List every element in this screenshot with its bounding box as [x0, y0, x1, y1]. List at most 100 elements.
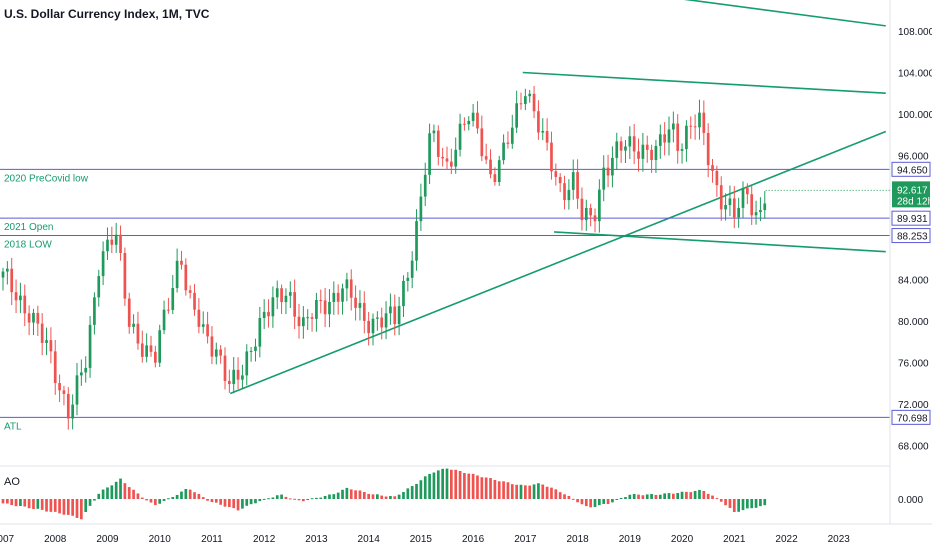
ao-bar [524, 485, 527, 499]
ao-bar [275, 495, 279, 499]
ao-bar [106, 487, 109, 499]
candle-body [645, 144, 649, 150]
candle-body [236, 369, 240, 380]
x-tick-label: 2007 [0, 534, 15, 545]
ao-bar [297, 499, 301, 501]
candle-body [10, 268, 14, 293]
candle-body [432, 130, 436, 134]
ao-bar [249, 499, 253, 505]
candle-body [502, 142, 505, 161]
candle-body [197, 309, 201, 327]
ao-bar [476, 475, 479, 499]
candle-body [598, 189, 601, 222]
ao-bar [641, 495, 645, 499]
ao-bar [759, 499, 762, 507]
candle-body [624, 146, 627, 151]
candle-body [528, 93, 532, 97]
candle-body [110, 239, 114, 245]
candle-body [349, 279, 353, 298]
candle-body [545, 130, 549, 143]
ao-bar [672, 493, 675, 499]
ao-bar [214, 499, 218, 503]
x-tick-label: 2022 [775, 534, 798, 545]
candle-body [293, 292, 296, 317]
time-axis[interactable]: 2007 2008 2009 2010 2011 2012 2013 2014 2015 2016… [0, 534, 850, 545]
ao-bar [332, 494, 336, 499]
ao-bar [210, 499, 214, 503]
candle-body [258, 317, 262, 347]
ao-bar [58, 499, 61, 514]
ao-bar [450, 469, 453, 499]
candle-body [84, 367, 88, 373]
candle-body [493, 174, 497, 183]
candle-body [454, 149, 458, 167]
x-tick-label: 2012 [253, 534, 276, 545]
candle-body [88, 324, 92, 368]
candle-body [188, 290, 192, 293]
ao-bar [397, 494, 401, 499]
ao-bar [436, 470, 440, 499]
ao-bar [663, 493, 666, 499]
candle-body [332, 292, 336, 302]
ao-bar [589, 499, 592, 508]
candle-body [423, 174, 427, 197]
ao-bar [510, 484, 514, 499]
ao-bar [406, 488, 410, 499]
candle-body [62, 390, 66, 394]
ao-bar [593, 499, 597, 507]
candle-body [450, 161, 453, 167]
candle-body [106, 239, 109, 252]
candle-body [724, 205, 727, 210]
candle-body [672, 123, 675, 130]
ao-bar [728, 499, 732, 508]
candle-body [658, 134, 662, 146]
candle-body [506, 142, 510, 144]
candle-body [402, 280, 405, 307]
trendline [522, 71, 886, 94]
ao-bar [127, 487, 131, 499]
trendline [229, 130, 887, 395]
candle-body [358, 303, 362, 308]
price-axis[interactable]: 108.000104.000100.00096.00092.00088.0008… [898, 27, 932, 506]
x-tick-label: 2017 [514, 534, 537, 545]
candle-body [288, 292, 292, 296]
candle-body [441, 156, 444, 159]
ao-bar [454, 469, 458, 499]
ao-bar [376, 494, 379, 499]
ao-histogram [1, 468, 767, 520]
candle-body [389, 306, 392, 314]
candle-body [593, 215, 597, 222]
ao-bar [284, 496, 288, 499]
x-tick-label: 2008 [44, 534, 67, 545]
ao-bar [389, 496, 392, 499]
ao-bar [158, 499, 162, 504]
ao-bar [484, 477, 488, 499]
y-tick-label: 100.000 [898, 110, 932, 121]
candle-body [319, 300, 323, 302]
level-price-tag-text: 89.931 [897, 214, 928, 225]
level-price-tag-text: 88.253 [897, 232, 928, 243]
candle-body [732, 198, 736, 218]
candle-body [167, 309, 170, 311]
ao-bar [341, 489, 344, 499]
ao-bar [519, 484, 523, 499]
candle-body [371, 318, 375, 334]
ao-bar [402, 491, 405, 499]
candle-body [223, 355, 227, 381]
ao-bar [53, 499, 57, 512]
x-tick-label: 2015 [410, 534, 433, 545]
candle-body [654, 145, 658, 161]
candle-body [132, 323, 135, 327]
ao-bar [493, 480, 497, 499]
candle-body [571, 172, 575, 190]
candle-body [384, 313, 388, 328]
candle-body [71, 404, 74, 419]
candle-body [40, 323, 44, 343]
candle-body [715, 170, 719, 186]
ao-bar [323, 495, 327, 499]
ao-bar [66, 499, 70, 515]
ao-bar [750, 499, 754, 509]
candle-body [323, 300, 327, 315]
